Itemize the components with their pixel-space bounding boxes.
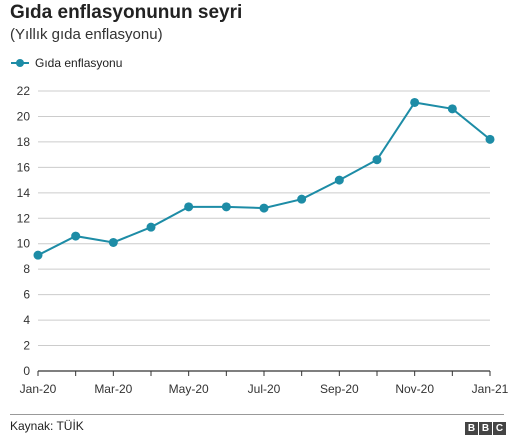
data-point (259, 203, 269, 213)
y-tick-label: 16 (17, 160, 31, 174)
y-tick-label: 0 (23, 364, 30, 378)
line-marker-icon (11, 59, 29, 67)
data-point (108, 237, 118, 247)
y-tick-label: 14 (17, 186, 31, 200)
y-tick-label: 6 (23, 288, 30, 302)
x-tick-label: Sep-20 (320, 382, 359, 396)
x-tick-label: Jan-21 (472, 382, 509, 396)
logo-letter: C (493, 422, 506, 435)
x-tick-label: Jan-20 (20, 382, 57, 396)
bbc-logo: B B C (465, 422, 506, 435)
data-point (410, 97, 420, 107)
logo-letter: B (479, 422, 492, 435)
y-tick-label: 12 (17, 211, 31, 225)
y-tick-label: 18 (17, 135, 31, 149)
data-point (485, 134, 495, 144)
source-text: Kaynak: TÜİK (10, 419, 84, 433)
y-tick-label: 8 (23, 262, 30, 276)
data-point (71, 231, 81, 241)
legend-label: Gıda enflasyonu (35, 56, 123, 70)
data-point (221, 202, 231, 212)
y-tick-label: 22 (17, 84, 31, 98)
legend: Gıda enflasyonu (10, 56, 122, 70)
data-point (334, 175, 344, 185)
x-tick-label: Nov-20 (395, 382, 434, 396)
x-tick-label: Mar-20 (94, 382, 132, 396)
chart-title: Gıda enflasyonunun seyri (10, 2, 243, 23)
y-tick-label: 10 (17, 237, 31, 251)
data-point (372, 155, 382, 165)
data-point (184, 202, 194, 212)
x-tick-label: May-20 (169, 382, 209, 396)
y-tick-label: 20 (17, 109, 31, 123)
x-tick-label: Jul-20 (248, 382, 281, 396)
y-tick-label: 2 (23, 339, 30, 353)
data-point (33, 250, 43, 260)
chart-subtitle: (Yıllık gıda enflasyonu) (10, 26, 163, 43)
data-point (297, 194, 307, 204)
footer-divider (10, 414, 504, 415)
line-chart: 0 2 4 6 8 10 12 14 16 18 20 22 Jan-20 Mar-20 May-20 Jul… (17, 84, 509, 396)
y-tick-label: 4 (23, 313, 30, 327)
series-line (37, 101, 491, 257)
data-point (447, 104, 457, 114)
logo-letter: B (465, 422, 478, 435)
data-point (146, 222, 156, 232)
